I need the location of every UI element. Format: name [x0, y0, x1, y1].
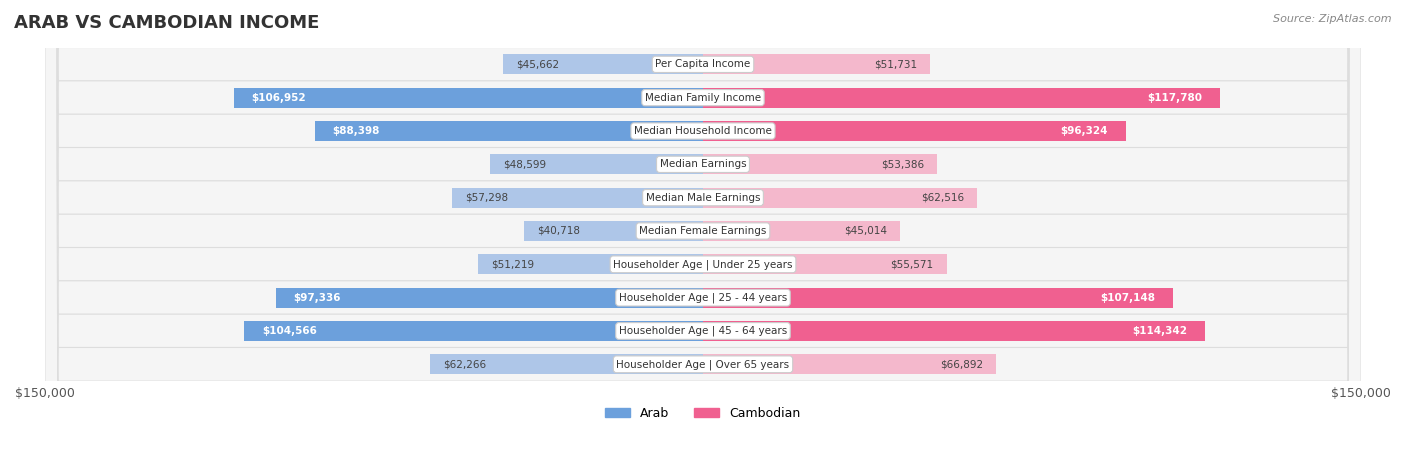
Text: $51,731: $51,731 [873, 59, 917, 70]
FancyBboxPatch shape [45, 0, 1361, 467]
FancyBboxPatch shape [45, 0, 1361, 467]
Bar [276, 288, 703, 308]
Bar [703, 188, 977, 208]
Bar [703, 121, 1126, 141]
Text: $114,342: $114,342 [1132, 326, 1187, 336]
Bar [703, 354, 997, 374]
Text: $107,148: $107,148 [1101, 293, 1156, 303]
Text: $40,718: $40,718 [537, 226, 581, 236]
Bar [503, 54, 703, 74]
Bar [478, 255, 703, 274]
Bar [430, 354, 703, 374]
FancyBboxPatch shape [45, 0, 1361, 467]
Text: Median Male Earnings: Median Male Earnings [645, 193, 761, 203]
Bar [233, 88, 703, 108]
FancyBboxPatch shape [45, 0, 1361, 467]
Text: $62,266: $62,266 [443, 359, 486, 369]
Text: $48,599: $48,599 [503, 159, 546, 170]
Bar [703, 255, 946, 274]
Text: $104,566: $104,566 [262, 326, 316, 336]
Bar [524, 221, 703, 241]
Bar [703, 288, 1173, 308]
Text: $62,516: $62,516 [921, 193, 965, 203]
Text: Householder Age | Under 25 years: Householder Age | Under 25 years [613, 259, 793, 269]
Text: Median Female Earnings: Median Female Earnings [640, 226, 766, 236]
Text: Householder Age | 25 - 44 years: Householder Age | 25 - 44 years [619, 292, 787, 303]
Bar [489, 154, 703, 174]
Text: Median Family Income: Median Family Income [645, 92, 761, 103]
Bar [703, 321, 1205, 341]
Bar [703, 221, 900, 241]
Text: $88,398: $88,398 [333, 126, 380, 136]
Text: Householder Age | 45 - 64 years: Householder Age | 45 - 64 years [619, 325, 787, 336]
Text: $45,662: $45,662 [516, 59, 560, 70]
FancyBboxPatch shape [45, 0, 1361, 467]
Text: Per Capita Income: Per Capita Income [655, 59, 751, 70]
Text: $51,219: $51,219 [492, 259, 534, 269]
Text: $96,324: $96,324 [1060, 126, 1108, 136]
FancyBboxPatch shape [45, 0, 1361, 467]
Text: $45,014: $45,014 [845, 226, 887, 236]
Text: Median Household Income: Median Household Income [634, 126, 772, 136]
Text: Source: ZipAtlas.com: Source: ZipAtlas.com [1274, 14, 1392, 24]
Bar [451, 188, 703, 208]
Text: $117,780: $117,780 [1147, 92, 1202, 103]
Bar [245, 321, 703, 341]
Text: Median Earnings: Median Earnings [659, 159, 747, 170]
Text: $55,571: $55,571 [890, 259, 934, 269]
FancyBboxPatch shape [45, 0, 1361, 467]
Text: $57,298: $57,298 [465, 193, 508, 203]
Text: $97,336: $97,336 [294, 293, 342, 303]
FancyBboxPatch shape [45, 0, 1361, 467]
FancyBboxPatch shape [45, 0, 1361, 467]
Bar [703, 154, 938, 174]
Legend: Arab, Cambodian: Arab, Cambodian [600, 402, 806, 425]
Bar [315, 121, 703, 141]
Text: ARAB VS CAMBODIAN INCOME: ARAB VS CAMBODIAN INCOME [14, 14, 319, 32]
Bar [703, 54, 929, 74]
Text: $106,952: $106,952 [252, 92, 307, 103]
Text: $53,386: $53,386 [882, 159, 924, 170]
Bar [703, 88, 1220, 108]
FancyBboxPatch shape [45, 0, 1361, 467]
Text: Householder Age | Over 65 years: Householder Age | Over 65 years [616, 359, 790, 369]
Text: $66,892: $66,892 [941, 359, 983, 369]
